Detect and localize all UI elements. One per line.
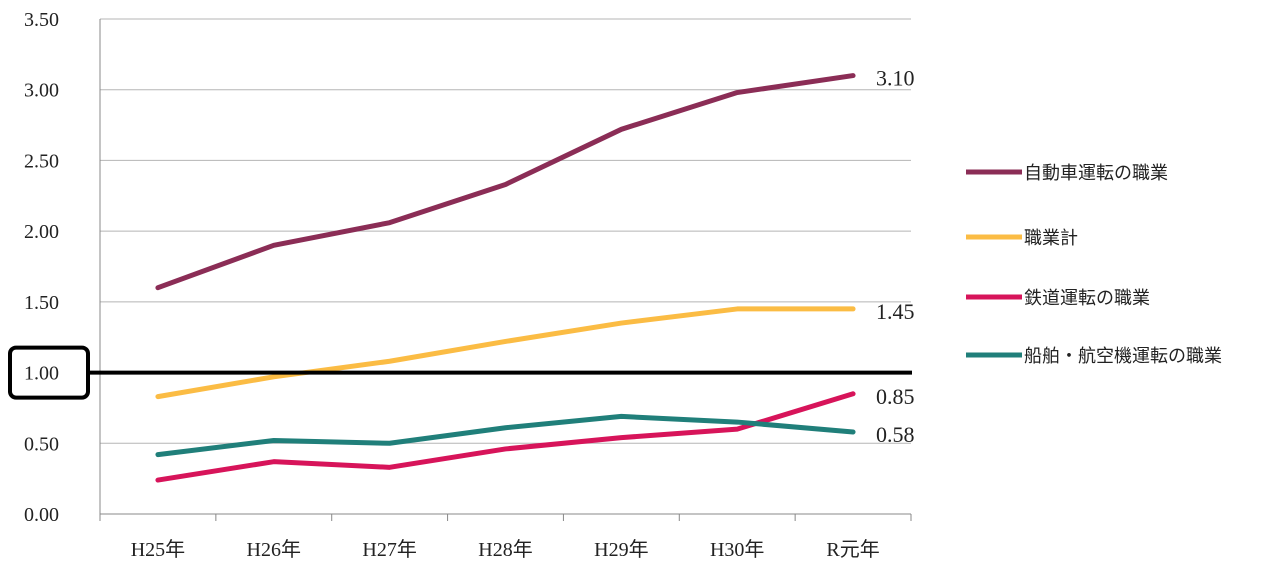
x-tick-label: H27年 [362, 538, 416, 561]
x-tick-label: H28年 [478, 538, 532, 561]
series-line-3 [155, 391, 856, 483]
y-tick-label: 1.00 [24, 363, 59, 385]
series-line-4 [155, 413, 856, 458]
x-axis: H25年 H26年 H27年 H28年 H29年 H30年 R元年 [99, 19, 912, 561]
y-tick-label: 2.00 [24, 221, 59, 243]
legend-label: 鉄道運転の職業 [1024, 288, 1150, 309]
series-lines [155, 73, 856, 483]
legend-label: 職業計 [1024, 228, 1078, 249]
series-line-2 [155, 306, 856, 400]
y-tick-label: 3.50 [24, 9, 59, 31]
data-label-end: 3.10 [876, 66, 915, 91]
legend-label: 自動車運転の職業 [1024, 163, 1168, 184]
y-tick-label: 0.50 [24, 433, 59, 455]
y-axis: 0.00 0.50 1.00 1.50 2.00 2.50 3.00 3.50 [24, 9, 59, 526]
reference-line-group [8, 345, 912, 400]
x-tick-label: H29年 [594, 538, 648, 561]
data-label-end: 0.58 [876, 422, 915, 447]
x-tick-label: H30年 [710, 538, 764, 561]
x-tick-label: H25年 [131, 538, 185, 561]
end-labels: 3.10 1.45 0.85 0.58 [876, 66, 915, 447]
series-line-1 [155, 73, 856, 291]
reference-label-box [8, 345, 90, 400]
data-label-end: 1.45 [876, 299, 915, 324]
y-tick-label: 2.50 [24, 150, 59, 172]
legend-label: 船舶・航空機運転の職業 [1024, 346, 1222, 367]
y-tick-label: 3.00 [24, 80, 59, 102]
y-tick-label: 1.50 [24, 292, 59, 314]
x-tick-label: R元年 [826, 538, 879, 561]
y-tick-label: 0.00 [24, 504, 59, 526]
x-tick-label: H26年 [247, 538, 301, 561]
data-label-end: 0.85 [876, 384, 915, 409]
